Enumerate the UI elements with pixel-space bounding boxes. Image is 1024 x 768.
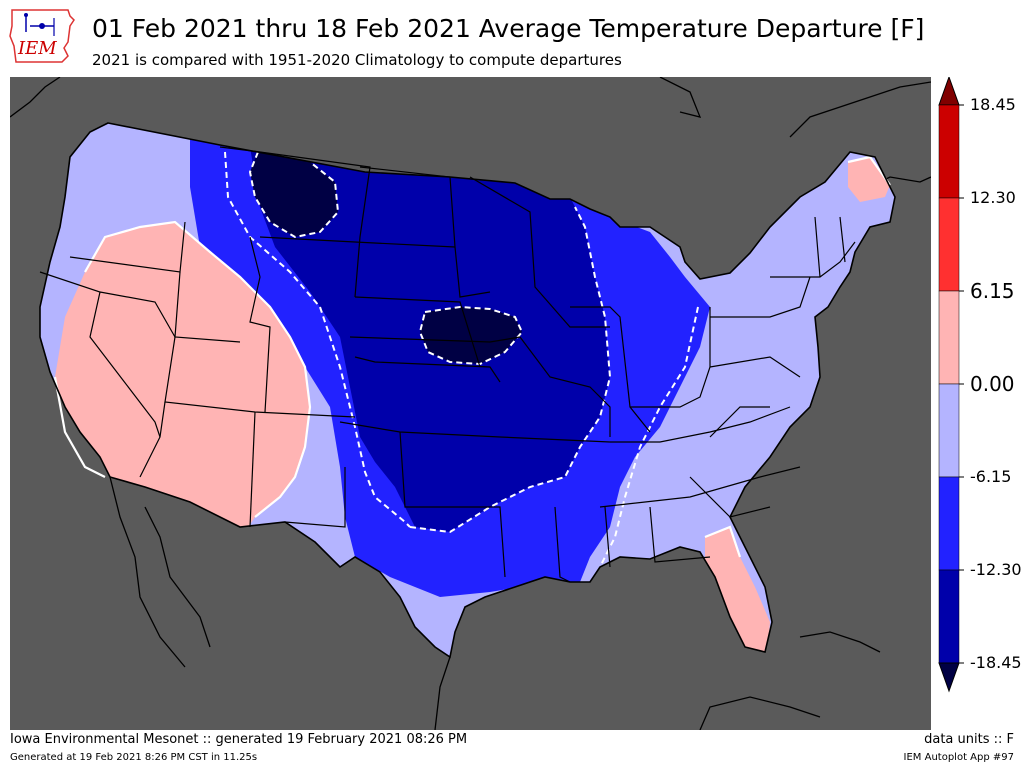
contour-lines — [224, 151, 699, 568]
zero-contour-lines — [53, 155, 891, 558]
colorbar-tick-label: 18.45 — [970, 95, 1016, 114]
band-below-minus18-north — [250, 152, 338, 237]
colorbar-band-12-18 — [938, 104, 960, 199]
temperature-fill — [40, 123, 895, 657]
band-0-to-6-maine — [848, 157, 890, 202]
iem-logo: IEM — [8, 6, 78, 66]
colorbar-band-6-12 — [938, 197, 960, 292]
colorbar-tick-label: -12.30 — [970, 560, 1022, 579]
colorbar-band-0-6 — [938, 290, 960, 385]
colorbar-tick-label: 6.15 — [970, 279, 1015, 303]
footer-app: IEM Autoplot App #97 — [903, 752, 1014, 763]
map-title: 01 Feb 2021 thru 18 Feb 2021 Average Tem… — [92, 14, 925, 43]
colorbar-band-minus6-0 — [938, 383, 960, 478]
colorbar-tick-label: 12.30 — [970, 188, 1016, 207]
colorbar-tick-label: -6.15 — [970, 467, 1012, 486]
state-boundaries — [39, 146, 856, 583]
logo-text: IEM — [17, 38, 57, 59]
temperature-departure-map — [10, 77, 931, 730]
map-subtitle: 2021 is compared with 1951-2020 Climatol… — [92, 51, 622, 69]
colorbar-band-minus18-minus12 — [938, 569, 960, 664]
footer-generated: Generated at 19 Feb 2021 8:26 PM CST in … — [10, 752, 258, 763]
footer-units: data units :: F — [924, 732, 1014, 747]
colorbar — [938, 77, 964, 693]
colorbar-tick-label: 0.00 — [970, 372, 1015, 396]
coastlines — [10, 77, 931, 730]
colorbar-band-minus12-minus6 — [938, 476, 960, 571]
colorbar-tick-label: -18.45 — [970, 653, 1022, 672]
band-0-to-6-florida — [705, 527, 770, 657]
band-below-minus18-central — [420, 307, 522, 364]
colorbar-extend-high — [938, 77, 960, 106]
footer-credit: Iowa Environmental Mesonet :: generated … — [10, 732, 468, 747]
band-0-to-6-west — [55, 222, 310, 532]
colorbar-extend-low — [938, 662, 960, 693]
